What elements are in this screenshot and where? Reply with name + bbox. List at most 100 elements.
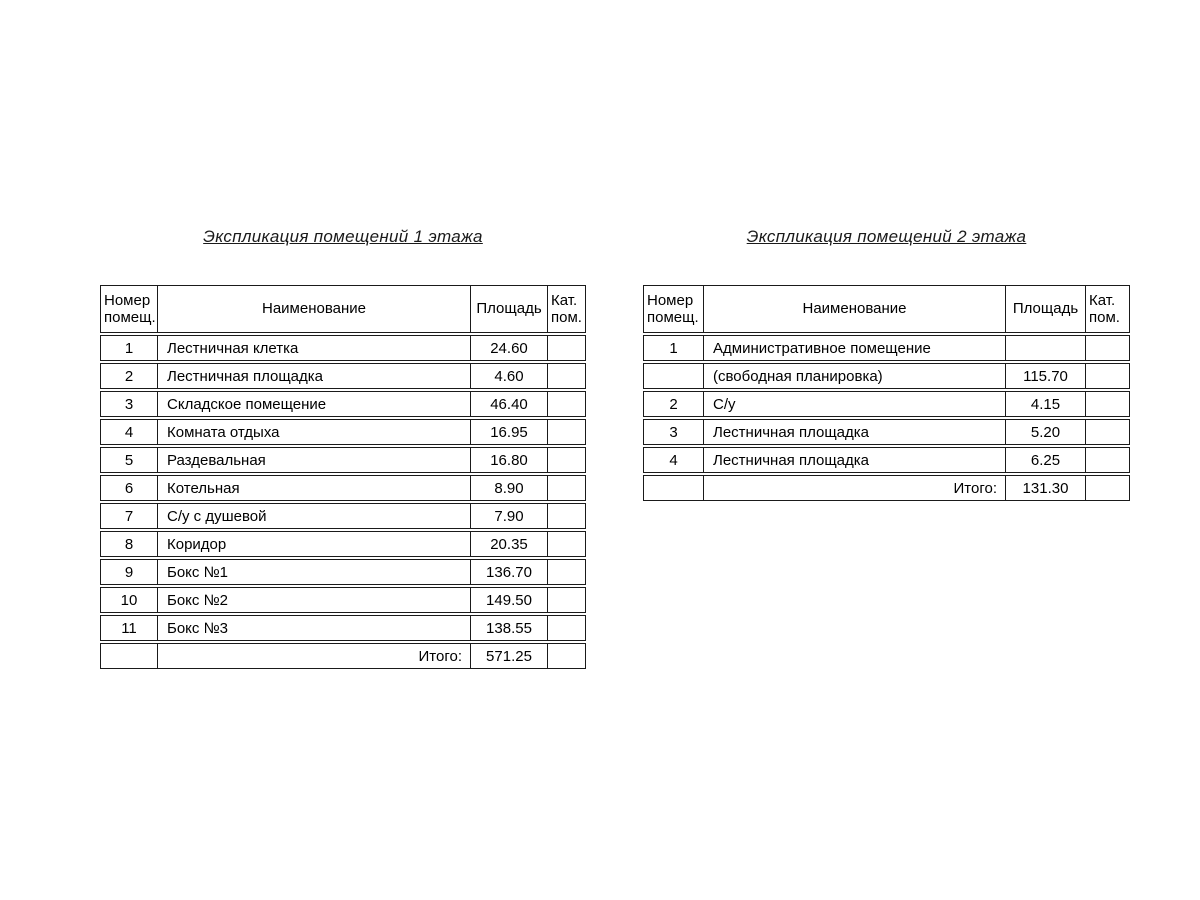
room-name-cell: Коридор xyxy=(158,532,471,556)
area-cell: 20.35 xyxy=(471,532,548,556)
room-number-cell: 2 xyxy=(644,392,704,416)
room-number-cell: 3 xyxy=(101,392,158,416)
room-number-cell: 1 xyxy=(644,336,704,360)
category-cell xyxy=(548,616,585,640)
category-cell xyxy=(1086,336,1129,360)
header-category: Кат. пом. xyxy=(548,286,585,332)
area-cell: 115.70 xyxy=(1006,364,1086,388)
table-row: 7 С/у с душевой 7.90 xyxy=(100,503,586,529)
room-number-cell: 1 xyxy=(101,336,158,360)
total-label: Итого: xyxy=(704,476,1006,500)
room-name-cell: Раздевальная xyxy=(158,448,471,472)
table-row: 2 Лестничная площадка 4.60 xyxy=(100,363,586,389)
header-category-line1: Кат. xyxy=(551,291,578,309)
header-area: Площадь xyxy=(471,286,548,332)
total-row: Итого: 131.30 xyxy=(643,475,1130,501)
room-number-cell: 4 xyxy=(644,448,704,472)
explication-table-floor2: Номер помещ. Наименование Площадь Кат. п… xyxy=(643,285,1130,501)
header-room-number: Номер помещ. xyxy=(101,286,158,332)
header-room-number-line1: Номер xyxy=(104,291,151,309)
room-name-cell: Бокс №3 xyxy=(158,616,471,640)
category-cell xyxy=(548,532,585,556)
area-cell: 149.50 xyxy=(471,588,548,612)
area-cell: 46.40 xyxy=(471,392,548,416)
header-category-line2: пом. xyxy=(551,309,582,326)
room-name-cell: Бокс №1 xyxy=(158,560,471,584)
room-name-cell: Лестничная площадка xyxy=(704,420,1006,444)
area-cell: 7.90 xyxy=(471,504,548,528)
header-category-line1: Кат. xyxy=(1089,291,1116,309)
header-area: Площадь xyxy=(1006,286,1086,332)
header-room-number-line2: помещ. xyxy=(104,309,156,326)
room-name-cell: Лестничная площадка xyxy=(704,448,1006,472)
room-name-cell: С/у xyxy=(704,392,1006,416)
room-number-cell: 3 xyxy=(644,420,704,444)
room-name-cell: Бокс №2 xyxy=(158,588,471,612)
table-row: 4 Комната отдыха 16.95 xyxy=(100,419,586,445)
table-row: 9 Бокс №1 136.70 xyxy=(100,559,586,585)
category-cell xyxy=(548,392,585,416)
area-cell: 5.20 xyxy=(1006,420,1086,444)
room-number-cell: 9 xyxy=(101,560,158,584)
category-cell xyxy=(1086,448,1129,472)
table-row: 4 Лестничная площадка 6.25 xyxy=(643,447,1130,473)
area-cell: 4.15 xyxy=(1006,392,1086,416)
room-name-cell: С/у с душевой xyxy=(158,504,471,528)
room-number-cell xyxy=(644,476,704,500)
room-name-cell: Котельная xyxy=(158,476,471,500)
room-number-cell xyxy=(101,644,158,668)
table-row: 11 Бокс №3 138.55 xyxy=(100,615,586,641)
room-number-cell: 8 xyxy=(101,532,158,556)
area-cell: 16.95 xyxy=(471,420,548,444)
table-row: 1 Административное помещение xyxy=(643,335,1130,361)
table-row: (свободная планировка) 115.70 xyxy=(643,363,1130,389)
category-cell xyxy=(1086,364,1129,388)
category-cell xyxy=(1086,476,1129,500)
table-row: 1 Лестничная клетка 24.60 xyxy=(100,335,586,361)
header-room-name: Наименование xyxy=(704,286,1006,332)
room-name-cell: Лестничная площадка xyxy=(158,364,471,388)
room-number-cell: 6 xyxy=(101,476,158,500)
table-header-row: Номер помещ. Наименование Площадь Кат. п… xyxy=(100,285,586,333)
category-cell xyxy=(548,560,585,584)
room-name-cell: (свободная планировка) xyxy=(704,364,1006,388)
category-cell xyxy=(548,504,585,528)
total-label: Итого: xyxy=(158,644,471,668)
category-cell xyxy=(548,420,585,444)
table-title-floor2: Экспликация помещений 2 этажа xyxy=(746,227,1027,246)
room-number-cell: 7 xyxy=(101,504,158,528)
category-cell xyxy=(548,364,585,388)
room-number-cell xyxy=(644,364,704,388)
room-number-cell: 4 xyxy=(101,420,158,444)
category-cell xyxy=(548,336,585,360)
category-cell xyxy=(1086,420,1129,444)
room-name-cell: Административное помещение xyxy=(704,336,1006,360)
table-row: 8 Коридор 20.35 xyxy=(100,531,586,557)
header-room-number: Номер помещ. xyxy=(644,286,704,332)
table-header-row: Номер помещ. Наименование Площадь Кат. п… xyxy=(643,285,1130,333)
header-category-line2: пом. xyxy=(1089,309,1120,326)
total-value: 571.25 xyxy=(471,644,548,668)
header-room-number-line2: помещ. xyxy=(647,309,699,326)
room-name-cell: Комната отдыха xyxy=(158,420,471,444)
header-category: Кат. пом. xyxy=(1086,286,1129,332)
table-row: 10 Бокс №2 149.50 xyxy=(100,587,586,613)
category-cell xyxy=(1086,392,1129,416)
table-row: 2 С/у 4.15 xyxy=(643,391,1130,417)
room-number-cell: 5 xyxy=(101,448,158,472)
table-row: 5 Раздевальная 16.80 xyxy=(100,447,586,473)
area-cell: 8.90 xyxy=(471,476,548,500)
table-title-floor1: Экспликация помещений 1 этажа xyxy=(203,227,483,246)
category-cell xyxy=(548,644,585,668)
table-row: 3 Складское помещение 46.40 xyxy=(100,391,586,417)
area-cell: 24.60 xyxy=(471,336,548,360)
header-room-number-line1: Номер xyxy=(647,291,694,309)
room-name-cell: Складское помещение xyxy=(158,392,471,416)
area-cell: 138.55 xyxy=(471,616,548,640)
room-number-cell: 11 xyxy=(101,616,158,640)
table-row: 6 Котельная 8.90 xyxy=(100,475,586,501)
total-row: Итого: 571.25 xyxy=(100,643,586,669)
room-name-cell: Лестничная клетка xyxy=(158,336,471,360)
table-row: 3 Лестничная площадка 5.20 xyxy=(643,419,1130,445)
